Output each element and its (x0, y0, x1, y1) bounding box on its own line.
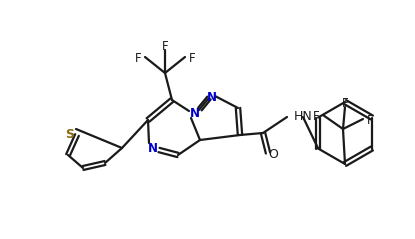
Text: N: N (190, 107, 200, 120)
Text: F: F (135, 51, 142, 65)
Text: F: F (367, 114, 374, 126)
Text: F: F (342, 97, 348, 109)
Text: F: F (312, 109, 319, 123)
Text: F: F (162, 39, 168, 53)
Text: S: S (66, 127, 75, 141)
Text: F: F (189, 51, 195, 65)
Text: N: N (207, 91, 217, 103)
Text: O: O (268, 148, 278, 162)
Text: N: N (148, 141, 158, 154)
Text: HN: HN (294, 109, 313, 123)
